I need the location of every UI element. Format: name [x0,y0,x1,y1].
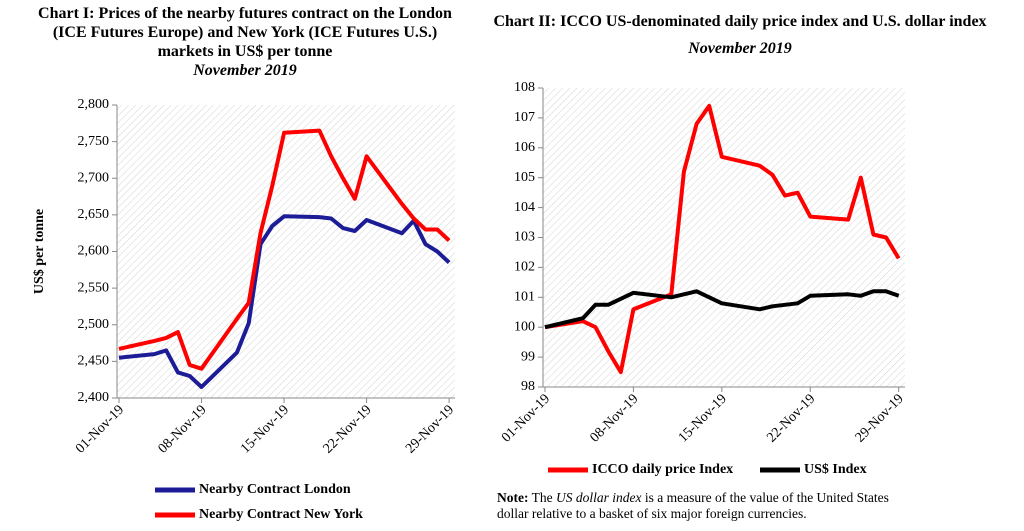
y-tick-label: 98 [521,379,535,394]
chart-title-block: Chart I: Prices of the nearby futures co… [25,4,465,80]
series-line [544,103,901,375]
x-tick-label: 01-Nov-19 [73,402,127,456]
y-tick-label: 2,600 [78,244,110,259]
x-tick-label: 08-Nov-19 [587,391,641,445]
series-line [544,289,900,330]
y-tick-label: 107 [514,110,535,125]
plot-area [117,105,455,398]
y-tick-label: 2,550 [78,280,110,295]
note-label: Note: [497,490,529,505]
y-tick-label: 105 [514,170,535,185]
legend-label: Nearby Contract New York [199,507,363,522]
chart-title: Chart II: ICCO US-denominated daily pric… [493,13,987,30]
y-tick-label: 104 [514,200,535,215]
series-line [118,214,451,389]
y-tick-label: 2,500 [78,317,110,332]
x-tick-label: 15-Nov-19 [676,391,730,445]
y-tick-label: 102 [514,260,535,275]
note: Note: The US dollar index is a measure o… [497,490,917,522]
chart-subtitle: November 2019 [193,62,297,79]
plot-area [543,88,905,387]
chart-title: Chart I: Prices of the nearby futures co… [38,5,452,60]
y-tick-label: 2,650 [78,207,110,222]
y-tick-label: 103 [514,230,535,245]
y-tick-label: 2,700 [78,170,110,185]
legend-label: ICCO daily price Index [592,462,733,477]
y-tick-label: 108 [514,80,535,95]
legend-label: Nearby Contract London [199,482,351,497]
y-tick-label: 100 [514,319,535,334]
chart-subtitle: November 2019 [688,40,792,57]
series-line [118,128,451,371]
note-emphasis: US dollar index [556,490,642,505]
chart-title-block: Chart II: ICCO US-denominated daily pric… [480,12,1000,58]
x-tick-label: 29-Nov-19 [403,402,457,456]
y-tick-label: 2,450 [78,354,110,369]
y-tick-label: 101 [514,290,535,305]
x-tick-label: 29-Nov-19 [853,391,907,445]
note-lead: The [531,490,553,505]
y-tick-label: 2,750 [78,134,110,149]
y-tick-label: 99 [521,349,535,364]
x-tick-label: 22-Nov-19 [764,391,818,445]
y-axis-label: US$ per tonne [32,209,47,294]
y-tick-label: 2,800 [78,97,110,112]
note-text: is a measure of the value of the United … [497,490,889,521]
y-tick-label: 106 [514,140,535,155]
x-tick-label: 08-Nov-19 [156,402,210,456]
y-tick-label: 2,400 [78,390,110,405]
legend-label: US$ Index [804,462,867,477]
x-tick-label: 22-Nov-19 [321,402,375,456]
x-tick-label: 01-Nov-19 [499,391,553,445]
x-tick-label: 15-Nov-19 [238,402,292,456]
